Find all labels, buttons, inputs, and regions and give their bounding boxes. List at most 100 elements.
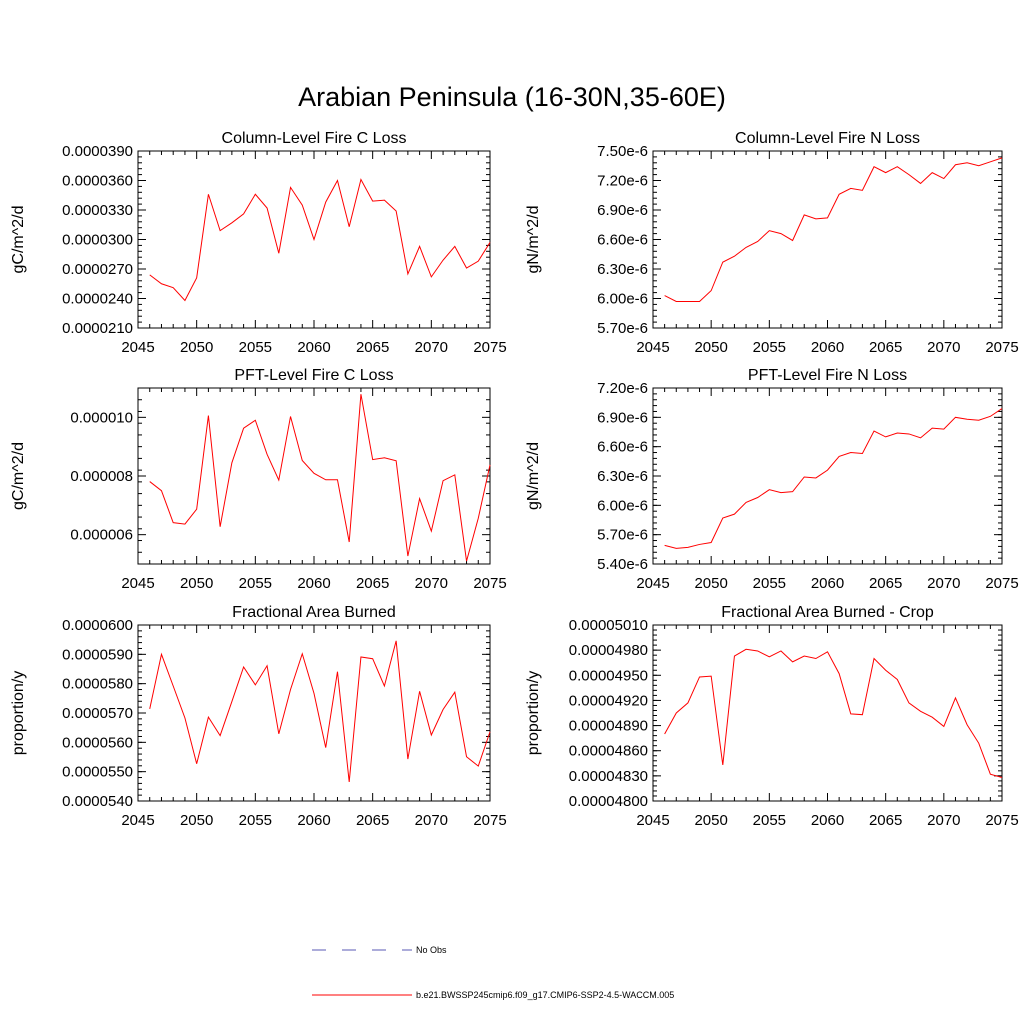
x-tick-label: 2060	[811, 575, 844, 592]
y-axis-label: gC/m^2/d	[10, 206, 27, 274]
x-tick-label: 2045	[636, 575, 669, 592]
x-tick-label: 2065	[869, 339, 902, 356]
series-line	[149, 178, 491, 302]
x-tick-label: 2045	[121, 575, 154, 592]
y-tick-label: 5.70e-6	[597, 527, 648, 544]
y-tick-label: 7.20e-6	[597, 380, 648, 397]
y-tick-label: 0.000010	[70, 409, 133, 426]
panel-1: Column-Level Fire C Loss gC/m^2/d 2045 2050…	[10, 130, 507, 356]
panel-6: Fractional Area Burned - Crop proportion/…	[525, 604, 1019, 829]
x-tick-label: 2060	[297, 812, 330, 829]
y-tick-label: 0.00004920	[569, 692, 648, 709]
x-tick-label: 2075	[473, 339, 506, 356]
x-tick-label: 2070	[415, 812, 448, 829]
y-tick-label: 6.60e-6	[597, 439, 648, 456]
y-axis-label: proportion/y	[525, 671, 542, 756]
y-axis-label: proportion/y	[10, 671, 27, 756]
y-tick-label: 6.00e-6	[597, 497, 648, 514]
series-line	[664, 648, 1003, 779]
x-tick-label: 2075	[985, 812, 1018, 829]
y-axis-label: gN/m^2/d	[525, 206, 542, 274]
legend: No Obs b.e21.BWSSP245cmip6.f09_g17.CMIP6…	[312, 945, 674, 1000]
y-tick-label: 0.000006	[70, 527, 133, 544]
panel-title: Column-Level Fire C Loss	[222, 130, 407, 147]
y-tick-label: 0.00004980	[569, 642, 648, 659]
panel-title: PFT-Level Fire N Loss	[748, 367, 907, 384]
x-tick-label: 2065	[356, 575, 389, 592]
panel-title: PFT-Level Fire C Loss	[234, 367, 393, 384]
y-tick-label: 0.0000600	[62, 617, 133, 634]
x-tick-label: 2055	[753, 575, 786, 592]
y-tick-label: 0.00004860	[569, 743, 648, 760]
y-tick-label: 0.0000270	[62, 261, 133, 278]
x-tick-label: 2050	[180, 339, 213, 356]
y-tick-label: 0.000008	[70, 468, 133, 485]
x-tick-label: 2070	[415, 339, 448, 356]
x-tick-label: 2045	[636, 812, 669, 829]
y-tick-label: 7.50e-6	[597, 143, 648, 160]
x-tick-label: 2070	[927, 812, 960, 829]
x-tick-label: 2065	[869, 812, 902, 829]
y-tick-label: 0.00004830	[569, 768, 648, 785]
x-tick-label: 2075	[985, 575, 1018, 592]
y-tick-label: 6.00e-6	[597, 291, 648, 308]
figure-title: Arabian Peninsula (16-30N,35-60E)	[298, 82, 726, 112]
y-tick-label: 0.0000550	[62, 764, 133, 781]
y-tick-label: 6.30e-6	[597, 261, 648, 278]
y-tick-label: 0.0000570	[62, 705, 133, 722]
legend-label-model: b.e21.BWSSP245cmip6.f09_g17.CMIP6-SSP2-4…	[416, 990, 674, 1000]
x-tick-label: 2045	[636, 339, 669, 356]
x-tick-label: 2060	[297, 575, 330, 592]
panel-5: Fractional Area Burned proportion/y 2045 20…	[10, 604, 507, 829]
x-tick-label: 2050	[694, 812, 727, 829]
x-tick-label: 2055	[239, 812, 272, 829]
y-tick-label: 6.30e-6	[597, 468, 648, 485]
series-line	[664, 408, 1003, 549]
x-tick-label: 2050	[694, 339, 727, 356]
panel-title: Fractional Area Burned - Crop	[721, 604, 934, 621]
x-tick-label: 2075	[473, 812, 506, 829]
y-axis-label: gC/m^2/d	[10, 442, 27, 510]
y-tick-label: 6.90e-6	[597, 409, 648, 426]
series-line	[149, 640, 491, 782]
panel-title: Column-Level Fire N Loss	[735, 130, 920, 147]
x-tick-label: 2075	[985, 339, 1018, 356]
panel-3: PFT-Level Fire C Loss gC/m^2/d 2045 2050 205…	[10, 367, 507, 592]
panel-2: Column-Level Fire N Loss gN/m^2/d 2045 2050…	[525, 130, 1019, 356]
y-tick-label: 6.60e-6	[597, 232, 648, 249]
y-tick-label: 5.70e-6	[597, 320, 648, 337]
x-tick-label: 2050	[180, 575, 213, 592]
x-tick-label: 2055	[239, 339, 272, 356]
x-tick-label: 2045	[121, 339, 154, 356]
panels: Column-Level Fire C Loss gC/m^2/d 2045 2050…	[10, 130, 1019, 829]
y-tick-label: 0.0000300	[62, 232, 133, 249]
y-tick-label: 7.20e-6	[597, 173, 648, 190]
x-tick-label: 2060	[811, 339, 844, 356]
x-tick-label: 2070	[927, 575, 960, 592]
y-tick-label: 0.0000540	[62, 793, 133, 810]
legend-label-no-obs: No Obs	[416, 945, 447, 955]
y-tick-label: 0.0000330	[62, 202, 133, 219]
x-tick-label: 2045	[121, 812, 154, 829]
y-tick-label: 6.90e-6	[597, 202, 648, 219]
y-tick-label: 0.00004890	[569, 718, 648, 735]
y-tick-label: 0.00004950	[569, 667, 648, 684]
y-tick-label: 0.0000360	[62, 173, 133, 190]
y-axis-label: gN/m^2/d	[525, 442, 542, 510]
x-tick-label: 2050	[180, 812, 213, 829]
y-tick-label: 0.0000580	[62, 676, 133, 693]
panel-4: PFT-Level Fire N Loss gN/m^2/d 2045 2050 205…	[525, 367, 1019, 592]
x-tick-label: 2065	[356, 812, 389, 829]
y-tick-label: 0.00005010	[569, 617, 648, 634]
panel-title: Fractional Area Burned	[232, 604, 396, 621]
x-tick-label: 2060	[811, 812, 844, 829]
y-tick-label: 0.0000390	[62, 143, 133, 160]
y-tick-label: 0.0000210	[62, 320, 133, 337]
x-tick-label: 2055	[753, 812, 786, 829]
x-tick-label: 2065	[356, 339, 389, 356]
x-tick-label: 2055	[239, 575, 272, 592]
series-line	[664, 157, 1003, 302]
y-tick-label: 5.40e-6	[597, 556, 648, 573]
